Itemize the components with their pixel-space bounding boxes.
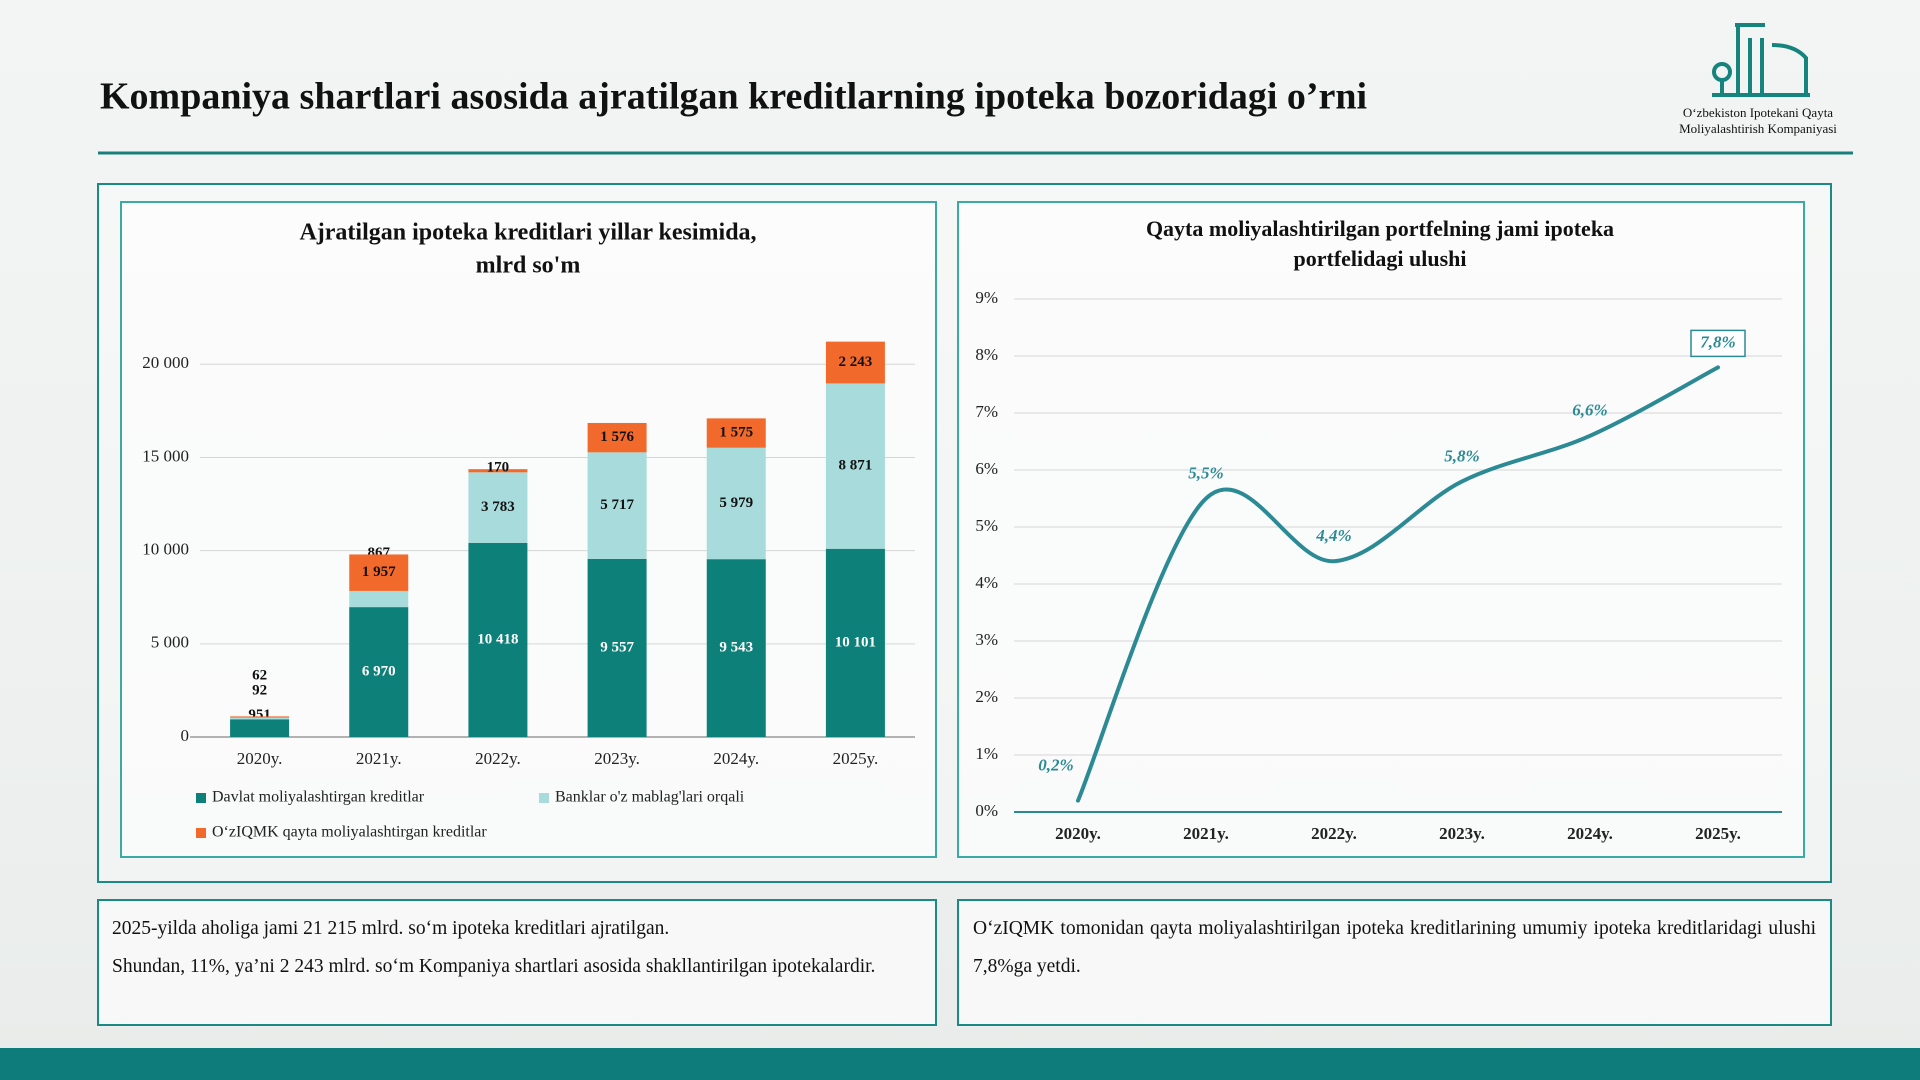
data-label: 92 (252, 682, 267, 698)
data-label: 951 (248, 707, 271, 723)
bar-segment (349, 607, 409, 737)
y-tick-label: 9% (975, 288, 998, 307)
data-label: 62 (252, 667, 267, 683)
legend-swatch (196, 793, 206, 803)
chart-title: Ajratilgan ipoteka kreditlari yillar kes… (299, 220, 756, 246)
x-tick-label: 2024y. (1567, 824, 1613, 843)
data-label: 0,2% (1038, 756, 1073, 775)
slide-title: Kompaniya shartlari asosida ajratilgan k… (100, 76, 1367, 118)
bar-segment (230, 719, 290, 737)
bar-segment (230, 717, 290, 720)
bar-segment (706, 418, 766, 448)
data-label: 1 576 (600, 429, 634, 445)
legend-swatch (196, 828, 206, 838)
data-label: 2 243 (839, 354, 873, 370)
data-label: 8 871 (839, 458, 873, 474)
y-tick-label: 0 (181, 726, 190, 745)
data-label: 1 575 (719, 424, 753, 440)
chart-panel (957, 201, 1805, 858)
x-tick-label: 2020y. (237, 749, 283, 768)
data-label: 6 970 (362, 663, 396, 679)
bar-segment (349, 590, 409, 608)
line (1076, 365, 1720, 803)
y-tick-label: 15 000 (142, 446, 189, 465)
data-label: 1 957 (362, 564, 396, 580)
note-right: O‘zIQMK tomonidan qayta moliyalashtirilg… (973, 910, 1816, 986)
data-label: 5 979 (719, 495, 753, 511)
x-tick-label: 2025y. (1695, 824, 1741, 843)
logo-text: Moliyalashtirish Kompaniyasi (1679, 121, 1837, 136)
bar-segment (468, 472, 528, 543)
data-label: 170 (487, 460, 510, 476)
logo (1712, 23, 1810, 97)
logo-text: O‘zbekiston Ipotekani Qayta (1683, 105, 1833, 120)
bar-segment (706, 447, 766, 560)
chart-title: portfelidagi ulushi (1294, 246, 1467, 271)
chart-title: Qayta moliyalashtirilgan portfelning jam… (1146, 216, 1614, 241)
y-tick-label: 6% (975, 459, 998, 478)
data-label: 4,4% (1315, 526, 1351, 545)
data-label: 3 783 (481, 499, 515, 515)
bar-segment (706, 559, 766, 737)
bar-segment (349, 554, 409, 591)
y-tick-label: 3% (975, 630, 998, 649)
data-label: 10 101 (835, 634, 876, 650)
x-tick-label: 2025y. (833, 749, 879, 768)
data-label: 5,8% (1444, 446, 1479, 465)
x-tick-label: 2022y. (475, 749, 521, 768)
data-label: 9 543 (719, 640, 753, 656)
x-tick-label: 2021y. (356, 749, 402, 768)
x-tick-label: 2022y. (1311, 824, 1357, 843)
x-tick-label: 2023y. (594, 749, 640, 768)
y-tick-label: 1% (975, 744, 998, 763)
bar-segment (468, 469, 528, 473)
x-tick-label: 2024y. (713, 749, 759, 768)
y-tick-label: 5 000 (151, 633, 189, 652)
y-tick-label: 20 000 (142, 353, 189, 372)
bar-segment (825, 548, 885, 737)
legend-label: O‘zIQMK qayta moliyalashtirgan kreditlar (212, 824, 487, 841)
y-tick-label: 8% (975, 345, 998, 364)
chart-panel (120, 201, 937, 858)
data-label: 6,6% (1572, 401, 1607, 420)
legend-label: Davlat moliyalashtirgan kreditlar (212, 789, 425, 806)
note-text: 2025-yilda aholiga jami 21 215 mlrd. so‘… (112, 918, 670, 939)
y-tick-label: 10 000 (142, 540, 189, 559)
note-left: 2025-yilda aholiga jami 21 215 mlrd. so‘… (112, 910, 922, 986)
data-label: 10 418 (477, 631, 518, 647)
y-tick-label: 5% (975, 516, 998, 535)
note-text: O‘zIQMK tomonidan qayta moliyalashtirilg… (973, 918, 1816, 977)
y-tick-label: 7% (975, 402, 998, 421)
x-tick-label: 2023y. (1439, 824, 1485, 843)
bar-segment (468, 542, 528, 737)
bar-segment (825, 341, 885, 384)
data-label: 5,5% (1188, 463, 1223, 482)
bar-segment (230, 716, 290, 718)
label-box (1690, 329, 1746, 358)
legend-swatch (539, 793, 549, 803)
legend-label: Banklar o'z mablag'lari orqali (555, 789, 745, 806)
note-text: Shundan, 11%, ya’ni 2 243 mlrd. so‘m Kom… (112, 956, 876, 977)
y-tick-label: 0% (975, 801, 998, 820)
data-label: 9 557 (600, 639, 634, 655)
data-label: 7,8% (1700, 332, 1735, 351)
bar-segment (587, 558, 647, 737)
y-tick-label: 2% (975, 687, 998, 706)
bar-segment (587, 422, 647, 453)
bar-segment (825, 383, 885, 549)
chart-title: mlrd so'm (476, 253, 581, 279)
footer-band (0, 1048, 1920, 1080)
note-box (957, 899, 1832, 1026)
x-tick-label: 2021y. (1183, 824, 1229, 843)
bar-segment (587, 452, 647, 559)
y-tick-label: 4% (975, 573, 998, 592)
note-box (97, 899, 937, 1026)
x-tick-label: 2020y. (1055, 824, 1101, 843)
data-label: 5 717 (600, 497, 634, 513)
